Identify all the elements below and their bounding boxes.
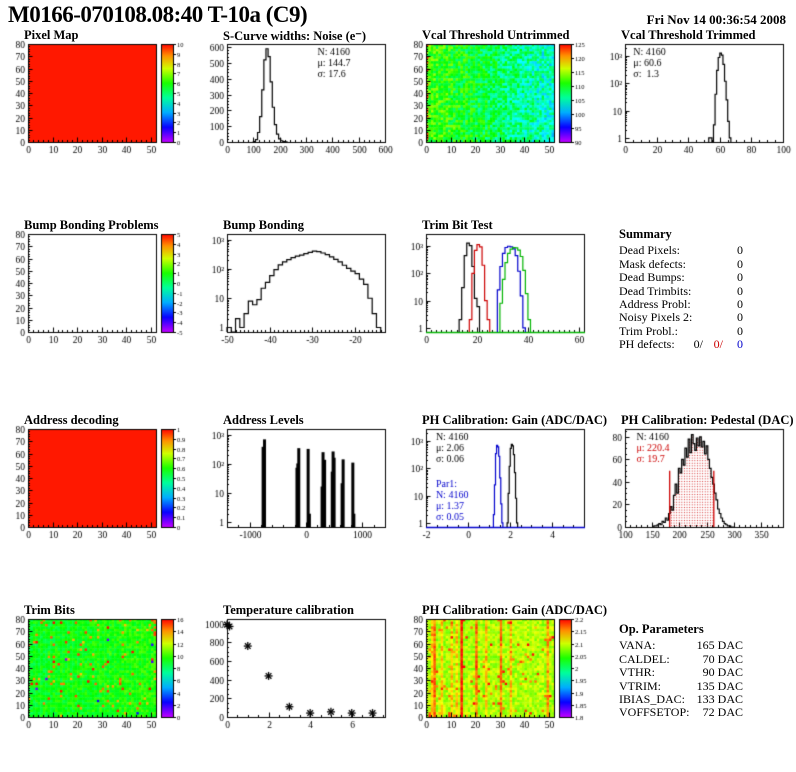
op-value: 72 DAC (702, 705, 743, 720)
summary-row: Dead Pixels: 0 (619, 243, 743, 258)
plot-title: PH Calibration: Pedestal (DAC) (621, 413, 794, 427)
plot-bump-bonding: Bump Bonding (199, 218, 398, 370)
plot-temperature-calibration: Temperature calibration (199, 603, 398, 755)
op-label: VTHR: (619, 665, 655, 680)
summary-heading: Summary (619, 227, 672, 241)
summary-label: Noisy Pixels 2: (619, 310, 693, 325)
plot-trim-bit-test: Trim Bit Test (398, 218, 597, 370)
summary-value: 0 (737, 256, 743, 271)
bump-problems-canvas (0, 230, 199, 356)
op-parameter-row: VANA: 165 DAC (619, 638, 743, 653)
plot-ph-calibration-gain-hist: PH Calibration: Gain (ADC/DAC) (398, 413, 607, 565)
plot-title: Trim Bit Test (422, 218, 493, 232)
summary-row: Address Probl: 0 (619, 297, 743, 312)
op-parameter-row: CALDEL: 70 DAC (619, 651, 743, 666)
summary-label: Dead Trimbits: (619, 283, 692, 298)
plot-title: Address decoding (24, 413, 119, 427)
summary-label: Address Probl: (619, 297, 691, 312)
op-label: CALDEL: (619, 651, 670, 666)
temperature-calibration-canvas (199, 615, 398, 741)
plot-title: Vcal Threshold Untrimmed (422, 28, 570, 42)
address-levels-canvas (199, 425, 398, 551)
vcal-trimmed-canvas (597, 40, 796, 166)
op-parameters-heading: Op. Parameters (619, 622, 704, 636)
op-parameter-row: VOFFSETOP: 72 DAC (619, 705, 743, 720)
op-parameter-row: VTHR: 90 DAC (619, 665, 743, 680)
summary-value: 0 (737, 270, 743, 285)
plot-address-levels: Address Levels (199, 413, 398, 565)
plot-scurve-noise: S-Curve widths: Noise (e⁻) (199, 28, 398, 180)
plot-title: Bump Bonding (223, 218, 304, 232)
plot-bump-bonding-problems: Bump Bonding Problems (0, 218, 199, 370)
trim-bit-test-canvas (398, 230, 597, 356)
op-parameter-row: IBIAS_DAC: 133 DAC (619, 692, 743, 707)
summary-row-ph-defects: PH defects: 0/ 0/ 0 (619, 337, 743, 352)
op-value: 165 DAC (696, 638, 743, 653)
op-value: 133 DAC (696, 692, 743, 707)
trim-bits-map-canvas (0, 615, 199, 741)
plot-ph-calibration-gain-map: PH Calibration: Gain (ADC/DAC) (398, 603, 607, 755)
plot-vcal-threshold-trimmed: Vcal Threshold Trimmed (597, 28, 796, 180)
plot-title: Trim Bits (24, 603, 75, 617)
plot-title: PH Calibration: Gain (ADC/DAC) (422, 603, 608, 617)
ph-pedestal-canvas (597, 425, 796, 551)
op-label: IBIAS_DAC: (619, 692, 686, 707)
plot-title: PH Calibration: Gain (ADC/DAC) (422, 413, 608, 427)
summary-value: 0 (737, 297, 743, 312)
ph-gain-map-canvas (398, 615, 597, 741)
summary-label: Dead Pixels: (619, 243, 680, 258)
vcal-untrimmed-canvas (398, 40, 597, 166)
summary-label: Trim Probl.: (619, 323, 678, 338)
ph-defects-black: 0/ (693, 337, 703, 352)
summary-row: Dead Trimbits: 0 (619, 283, 743, 298)
summary-label: PH defects: (619, 337, 675, 352)
plot-address-decoding: Address decoding (0, 413, 199, 565)
address-decoding-canvas (0, 425, 199, 551)
plot-title: S-Curve widths: Noise (e⁻) (223, 29, 367, 43)
timestamp: Fri Nov 14 00:36:54 2008 (646, 12, 786, 27)
plot-title: Vcal Threshold Trimmed (621, 28, 756, 42)
summary-label: Mask defects: (619, 256, 686, 271)
ph-defects-blue: 0 (737, 337, 743, 352)
plot-trim-bits-map: Trim Bits (0, 603, 199, 755)
op-parameter-row: VTRIM: 135 DAC (619, 678, 743, 693)
summary-row: Dead Bumps: 0 (619, 270, 743, 285)
op-value: 135 DAC (696, 678, 743, 693)
plot-title: Temperature calibration (223, 603, 354, 617)
summary-row: Mask defects: 0 (619, 256, 743, 271)
op-label: VTRIM: (619, 678, 661, 693)
bump-bonding-canvas (199, 230, 398, 356)
op-label: VANA: (619, 638, 656, 653)
summary-value: 0 (737, 283, 743, 298)
plot-pixel-map: Pixel Map (0, 28, 199, 180)
summary-row: Noisy Pixels 2: 0 (619, 310, 743, 325)
plot-vcal-threshold-untrimmed: Vcal Threshold Untrimmed (398, 28, 597, 180)
summary-value: 0 (737, 310, 743, 325)
summary-value: 0 (737, 323, 743, 338)
scurve-noise-canvas (199, 40, 398, 166)
ph-gain-hist-canvas (398, 425, 597, 551)
summary-value: 0 (737, 243, 743, 258)
summary-panel: Summary Dead Pixels: 0 Mask defects: 0 Dea… (597, 218, 796, 370)
op-value: 70 DAC (702, 651, 743, 666)
plot-ph-calibration-pedestal: PH Calibration: Pedestal (DAC) (597, 413, 796, 565)
op-label: VOFFSETOP: (619, 705, 690, 720)
summary-label: Dead Bumps: (619, 270, 685, 285)
summary-row: Trim Probl.: 0 (619, 323, 743, 338)
op-value: 90 DAC (702, 665, 743, 680)
plot-title: Bump Bonding Problems (24, 218, 159, 232)
ph-defects-red: 0/ (713, 337, 723, 352)
plot-title: Pixel Map (24, 28, 79, 42)
op-parameters-panel: Op. Parameters VANA: 165 DAC CALDEL: 70 DA… (597, 603, 796, 755)
pixel-map-canvas (0, 40, 199, 166)
page-title: M0166-070108.08:40 T-10a (C9) (8, 2, 308, 27)
plot-title: Address Levels (223, 413, 304, 427)
